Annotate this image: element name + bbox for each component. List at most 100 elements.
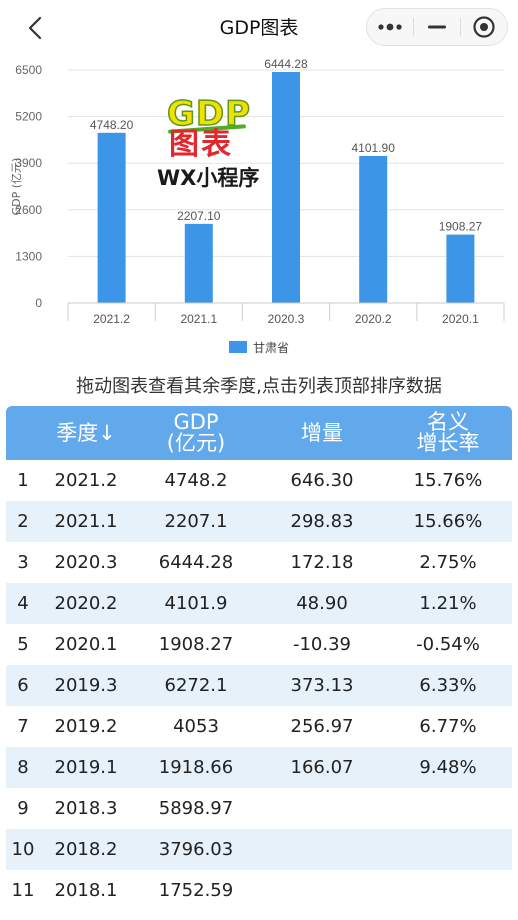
row-increase: -10.39 xyxy=(292,634,352,655)
row-gdp: 4748.2 xyxy=(164,470,228,491)
y-tick-label: 1300 xyxy=(15,249,42,263)
nav-bar: GDP图表 xyxy=(0,0,518,56)
row-gdp: 1752.59 xyxy=(158,880,234,901)
bar-value-label: 1908.27 xyxy=(439,220,483,234)
row-season: 2019.3 xyxy=(54,675,118,696)
table-row[interactable]: 10 2018.2 3796.03 xyxy=(6,829,512,870)
row-season: 2018.2 xyxy=(54,839,118,860)
table-row[interactable]: 11 2018.1 1752.59 xyxy=(6,870,512,911)
row-gdp: 1918.66 xyxy=(158,757,234,778)
row-growth-rate: 15.76% xyxy=(413,470,483,491)
row-increase xyxy=(272,829,372,870)
y-tick-label: 0 xyxy=(35,296,42,310)
x-tick-label: 2020.2 xyxy=(355,312,392,326)
row-increase xyxy=(272,788,372,829)
row-increase xyxy=(272,870,372,911)
bar-value-label: 4748.20 xyxy=(90,118,134,132)
legend-swatch[interactable] xyxy=(229,341,247,353)
table-body: 1 2021.2 4748.2 646.30 15.76% 2 2021.1 2207.1 29… xyxy=(6,460,512,911)
bar-value-label: 2207.10 xyxy=(177,209,221,223)
y-axis-title: GDP (亿元) xyxy=(10,158,23,216)
header-gdp-label: GDP xyxy=(173,410,219,434)
row-season: 2018.1 xyxy=(54,880,118,901)
bar-2020.2[interactable] xyxy=(359,155,388,303)
row-season: 2019.1 xyxy=(54,757,118,778)
table-row[interactable]: 7 2019.2 4053 256.97 6.77% xyxy=(6,706,512,747)
row-season: 2020.3 xyxy=(54,552,118,573)
mini-program-capsule xyxy=(366,8,508,46)
header-rate-label-2: 增长率 xyxy=(416,431,480,455)
header-growth-rate[interactable]: 名义 增长率 xyxy=(396,406,500,460)
more-button[interactable] xyxy=(367,9,413,45)
row-growth-rate: 15.66% xyxy=(413,511,483,532)
row-growth-rate xyxy=(396,788,500,829)
row-season: 2021.2 xyxy=(54,470,118,491)
x-tick-label: 2020.1 xyxy=(442,312,479,326)
row-increase: 166.07 xyxy=(290,757,354,778)
bar-value-label: 4101.90 xyxy=(352,141,396,155)
row-growth-rate: -0.54% xyxy=(416,634,480,655)
watermark-chart-text: 图表 xyxy=(169,127,233,162)
row-index: 10 xyxy=(11,839,35,860)
row-gdp: 1908.27 xyxy=(158,634,234,655)
bar-2020.1[interactable] xyxy=(446,234,475,303)
row-gdp: 5898.97 xyxy=(158,798,234,819)
row-season: 2020.1 xyxy=(54,634,118,655)
row-gdp: 3796.03 xyxy=(158,839,234,860)
legend-label[interactable]: 甘肃省 xyxy=(253,341,289,355)
header-season-label: 季度↓ xyxy=(56,420,116,445)
table-row[interactable]: 6 2019.3 6272.1 373.13 6.33% xyxy=(6,665,512,706)
bar-value-label: 6444.28 xyxy=(264,57,308,71)
capsule-divider xyxy=(460,18,461,36)
header-gdp[interactable]: GDP (亿元) xyxy=(146,406,246,460)
row-index: 1 xyxy=(17,470,29,491)
chart-canvas[interactable]: 4748.20 2207.10 6444.28 4101.90 1908.27 0 130… xyxy=(0,56,518,366)
table-row[interactable]: 9 2018.3 5898.97 xyxy=(6,788,512,829)
gdp-bar-chart[interactable]: 4748.20 2207.10 6444.28 4101.90 1908.27 0 130… xyxy=(0,56,518,366)
row-increase: 373.13 xyxy=(290,675,354,696)
header-rate-label-1: 名义 xyxy=(427,410,469,434)
close-button[interactable] xyxy=(461,9,507,45)
row-index: 7 xyxy=(17,716,29,737)
table-row[interactable]: 2 2021.1 2207.1 298.83 15.66% xyxy=(6,501,512,542)
row-index: 4 xyxy=(17,593,29,614)
row-index: 3 xyxy=(17,552,29,573)
row-growth-rate: 6.33% xyxy=(419,675,477,696)
table-row[interactable]: 4 2020.2 4101.9 48.90 1.21% xyxy=(6,583,512,624)
y-tick-label: 5200 xyxy=(15,110,42,124)
header-season[interactable]: 季度↓ xyxy=(46,406,126,460)
table-row[interactable]: 5 2020.1 1908.27 -10.39 -0.54% xyxy=(6,624,512,665)
row-season: 2018.3 xyxy=(54,798,118,819)
row-gdp: 4101.9 xyxy=(164,593,228,614)
row-season: 2021.1 xyxy=(54,511,118,532)
row-growth-rate xyxy=(396,870,500,911)
row-growth-rate: 6.77% xyxy=(419,716,477,737)
minimize-button[interactable] xyxy=(414,9,460,45)
bar-2021.1[interactable] xyxy=(184,223,213,303)
bar-2021.2[interactable] xyxy=(97,132,126,303)
table-row[interactable]: 1 2021.2 4748.2 646.30 15.76% xyxy=(6,460,512,501)
table-header: 季度↓ GDP (亿元) 增量 名义 增长率 xyxy=(6,406,512,460)
drag-hint-text: 拖动图表查看其余季度,点击列表顶部排序数据 xyxy=(76,376,442,397)
bar-2020.3[interactable] xyxy=(272,71,300,303)
row-index: 2 xyxy=(17,511,29,532)
row-index: 11 xyxy=(11,880,35,901)
row-growth-rate: 1.21% xyxy=(419,593,477,614)
row-season: 2019.2 xyxy=(54,716,118,737)
y-tick-label: 6500 xyxy=(15,63,42,77)
table-row[interactable]: 3 2020.3 6444.28 172.18 2.75% xyxy=(6,542,512,583)
header-increase-label: 增量 xyxy=(301,420,343,445)
row-gdp: 4053 xyxy=(173,716,219,737)
y-tick-label: 3900 xyxy=(15,156,42,170)
back-button[interactable] xyxy=(22,14,50,42)
row-gdp: 6444.28 xyxy=(158,552,234,573)
header-increase[interactable]: 增量 xyxy=(272,406,372,460)
row-growth-rate xyxy=(396,829,500,870)
more-dots-icon xyxy=(378,23,402,31)
table-row[interactable]: 8 2019.1 1918.66 166.07 9.48% xyxy=(6,747,512,788)
chevron-left-icon xyxy=(28,16,42,40)
row-increase: 48.90 xyxy=(296,593,348,614)
minimize-icon xyxy=(428,25,446,29)
row-index: 6 xyxy=(17,675,29,696)
row-growth-rate: 2.75% xyxy=(419,552,477,573)
